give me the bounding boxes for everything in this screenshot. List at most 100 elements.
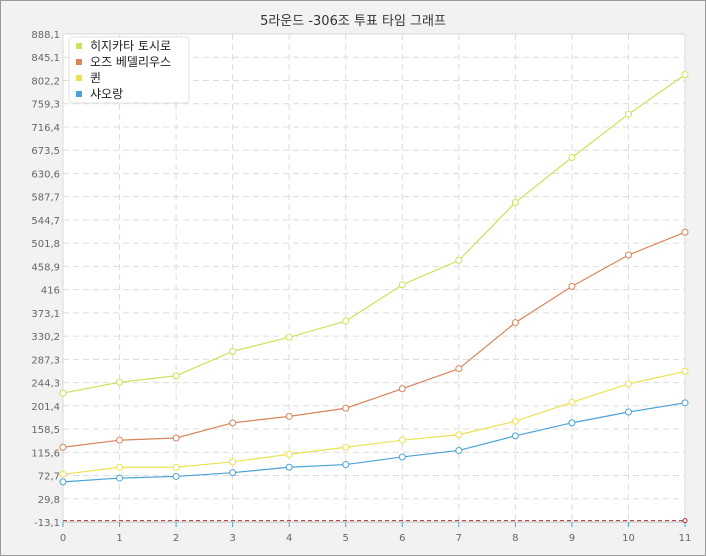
data-point	[511, 319, 519, 327]
data-point	[511, 417, 519, 425]
data-point	[568, 398, 576, 406]
legend-swatch	[76, 91, 82, 97]
y-tick-label: 158,5	[31, 425, 60, 436]
y-tick-label: 458,9	[31, 262, 60, 273]
data-point	[172, 372, 180, 380]
y-tick-label: 888,1	[31, 30, 60, 41]
data-point	[398, 281, 406, 289]
data-point	[398, 453, 406, 461]
y-tick-label: 587,7	[31, 193, 60, 204]
y-tick-label: 29,8	[38, 495, 60, 506]
data-point	[59, 389, 67, 397]
data-point	[455, 431, 463, 439]
data-point	[624, 110, 632, 118]
data-point	[624, 251, 632, 259]
y-tick-label: 802,2	[31, 76, 60, 87]
data-point	[116, 378, 124, 386]
legend-label: 샤오랑	[90, 87, 123, 101]
data-point	[455, 365, 463, 373]
x-tick-label: 10	[622, 533, 635, 544]
legend-label: 퀸	[90, 71, 101, 85]
legend-box	[68, 36, 190, 104]
data-point	[59, 478, 67, 486]
data-point	[624, 408, 632, 416]
y-tick-label: 201,4	[31, 402, 60, 413]
legend-swatch	[76, 75, 82, 81]
legend-swatch	[76, 59, 82, 65]
data-point	[172, 434, 180, 442]
y-tick-label: 287,3	[31, 355, 60, 366]
data-point	[172, 463, 180, 471]
x-tick-label: 5	[343, 533, 349, 544]
data-point	[229, 469, 237, 477]
y-tick-label: 115,6	[31, 448, 60, 459]
series-line	[62, 231, 686, 448]
y-tick-label: 72,7	[38, 472, 60, 483]
data-point	[229, 347, 237, 355]
baseline-point	[682, 518, 688, 524]
y-tick-label: 416	[41, 286, 60, 297]
y-tick-label: 373,1	[31, 309, 60, 320]
data-point	[285, 333, 293, 341]
data-point	[568, 154, 576, 162]
y-tick-label: -13,1	[34, 518, 60, 529]
x-tick-label: 2	[173, 533, 179, 544]
x-tick-label: 1	[116, 533, 122, 544]
data-point	[568, 282, 576, 290]
data-point	[681, 399, 689, 407]
x-tick-label: 0	[60, 533, 66, 544]
data-point	[116, 474, 124, 482]
data-point	[681, 71, 689, 79]
baseline	[63, 518, 688, 524]
data-point	[285, 463, 293, 471]
data-point	[342, 461, 350, 469]
data-point	[455, 446, 463, 454]
data-point	[285, 412, 293, 420]
series-line	[62, 74, 686, 394]
data-point	[398, 436, 406, 444]
legend-label: 오즈 베델리우스	[90, 55, 171, 69]
data-point	[342, 404, 350, 412]
legend-swatch	[76, 43, 82, 49]
chart-title: 5라운드 -306조 투표 타임 그래프	[260, 14, 446, 29]
data-point	[568, 419, 576, 427]
data-point	[398, 385, 406, 393]
series-group	[59, 71, 689, 486]
data-point	[116, 463, 124, 471]
data-point	[116, 436, 124, 444]
y-tick-label: 330,2	[31, 332, 60, 343]
x-tick-label: 11	[679, 533, 692, 544]
y-tick-label: 759,3	[31, 100, 60, 111]
axes: 888,1 845,1 802,2 759,3 716,4 673,5 630,6 587,7…	[31, 30, 691, 544]
y-tick-label: 845,1	[31, 53, 60, 64]
series-line	[62, 370, 686, 475]
data-point	[172, 472, 180, 480]
y-tick-label: 716,4	[31, 123, 60, 134]
data-point	[511, 432, 519, 440]
data-point	[455, 256, 463, 264]
x-tick-label: 9	[569, 533, 575, 544]
data-point	[342, 317, 350, 325]
y-tick-label: 544,7	[31, 216, 60, 227]
x-tick-label: 3	[229, 533, 235, 544]
data-point	[624, 380, 632, 388]
plot-area	[62, 33, 686, 523]
x-tick-label: 8	[512, 533, 518, 544]
legend-label: 히지카타 토시로	[90, 39, 171, 53]
data-point	[511, 198, 519, 206]
series-line	[62, 402, 686, 483]
y-tick-label: 630,6	[31, 169, 60, 180]
data-point	[285, 450, 293, 458]
x-tick-label: 4	[286, 533, 292, 544]
y-tick-label: 673,5	[31, 146, 60, 157]
grid-lines	[62, 33, 686, 523]
data-point	[342, 443, 350, 451]
y-tick-label: 244,3	[31, 379, 60, 390]
data-point	[59, 443, 67, 451]
data-point	[681, 367, 689, 375]
x-tick-label: 7	[456, 533, 462, 544]
y-tick-label: 501,8	[31, 239, 60, 250]
x-tick-label: 6	[399, 533, 405, 544]
